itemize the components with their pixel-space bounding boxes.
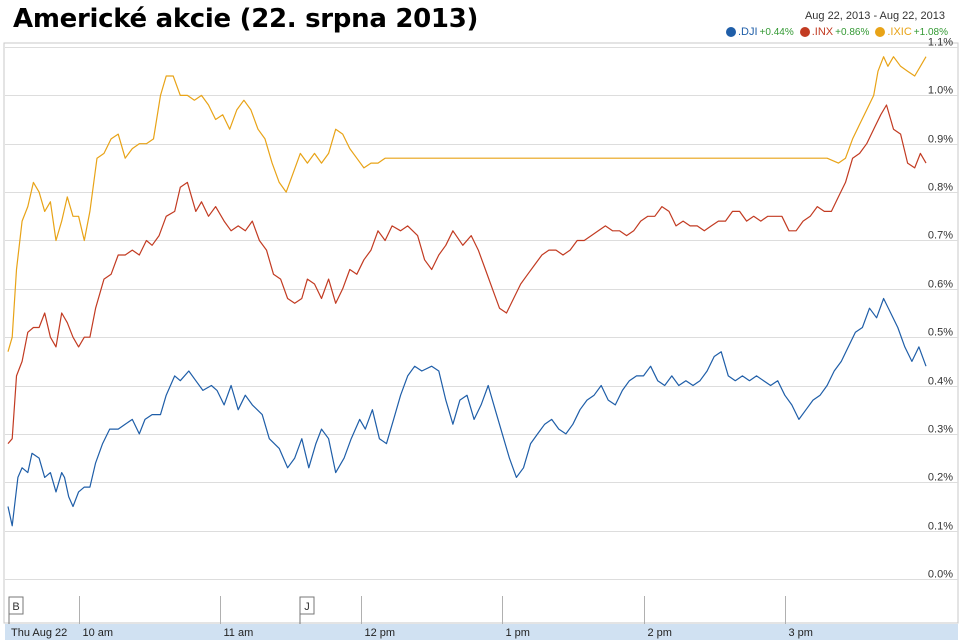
x-tick-label: Thu Aug 22 (11, 627, 67, 639)
series-line-inx (7, 104, 927, 444)
legend-change: +1.08% (913, 26, 948, 38)
x-tick-label: 11 am (224, 627, 254, 639)
y-tick-label: 0.2% (928, 472, 953, 484)
legend-change: +0.86% (835, 26, 870, 38)
series-line-dji (7, 297, 927, 527)
event-flag-label: J (304, 601, 310, 613)
y-tick-label: 0.1% (928, 521, 953, 533)
legend-item[interactable]: .DJI +0.44% (725, 26, 794, 38)
x-tick-label: 10 am (83, 627, 114, 639)
y-tick-label: 1.0% (928, 85, 953, 97)
x-tick-label: 3 pm (789, 627, 813, 639)
y-tick-label: 1.1% (928, 37, 953, 49)
y-tick-label: 0.7% (928, 230, 953, 242)
legend-dot-icon (875, 27, 886, 37)
x-tick-label: 12 pm (365, 627, 396, 639)
legend-item[interactable]: .INX +0.86% (799, 26, 870, 38)
event-flag-label: B (12, 601, 19, 613)
legend-ticker: .IXIC (887, 26, 912, 38)
legend-change: +0.44% (759, 26, 794, 38)
legend-dot-icon (725, 27, 736, 37)
legend-ticker: .INX (811, 26, 834, 38)
chart-title: Americké akcie (22. srpna 2013) (13, 4, 479, 34)
event-flag-box[interactable] (8, 596, 24, 615)
y-tick-label: 0.6% (928, 279, 953, 291)
y-tick-label: 0.0% (928, 569, 953, 581)
event-flag[interactable]: J (299, 596, 315, 624)
x-axis-bar (5, 624, 958, 640)
event-flag[interactable]: B (8, 596, 24, 624)
x-tick-label: 1 pm (506, 627, 530, 639)
legend-dot-icon (799, 27, 810, 37)
y-tick-label: 0.5% (928, 327, 953, 339)
series-line-ixic (7, 56, 927, 352)
legend-ticker: .DJI (737, 26, 758, 38)
event-flag-box[interactable] (299, 596, 315, 615)
y-tick-label: 0.9% (928, 134, 953, 146)
date-range-label: Aug 22, 2013 - Aug 22, 2013 (804, 10, 945, 22)
y-tick-label: 0.8% (928, 182, 953, 194)
legend-item[interactable]: .IXIC +1.08% (875, 26, 948, 38)
y-tick-label: 0.3% (928, 424, 953, 436)
y-tick-label: 0.4% (928, 376, 953, 388)
plot-frame (3, 42, 959, 624)
x-tick-label: 2 pm (648, 627, 672, 639)
legend: .DJI +0.44% .INX +0.86% .IXIC +1.08% (725, 26, 948, 38)
